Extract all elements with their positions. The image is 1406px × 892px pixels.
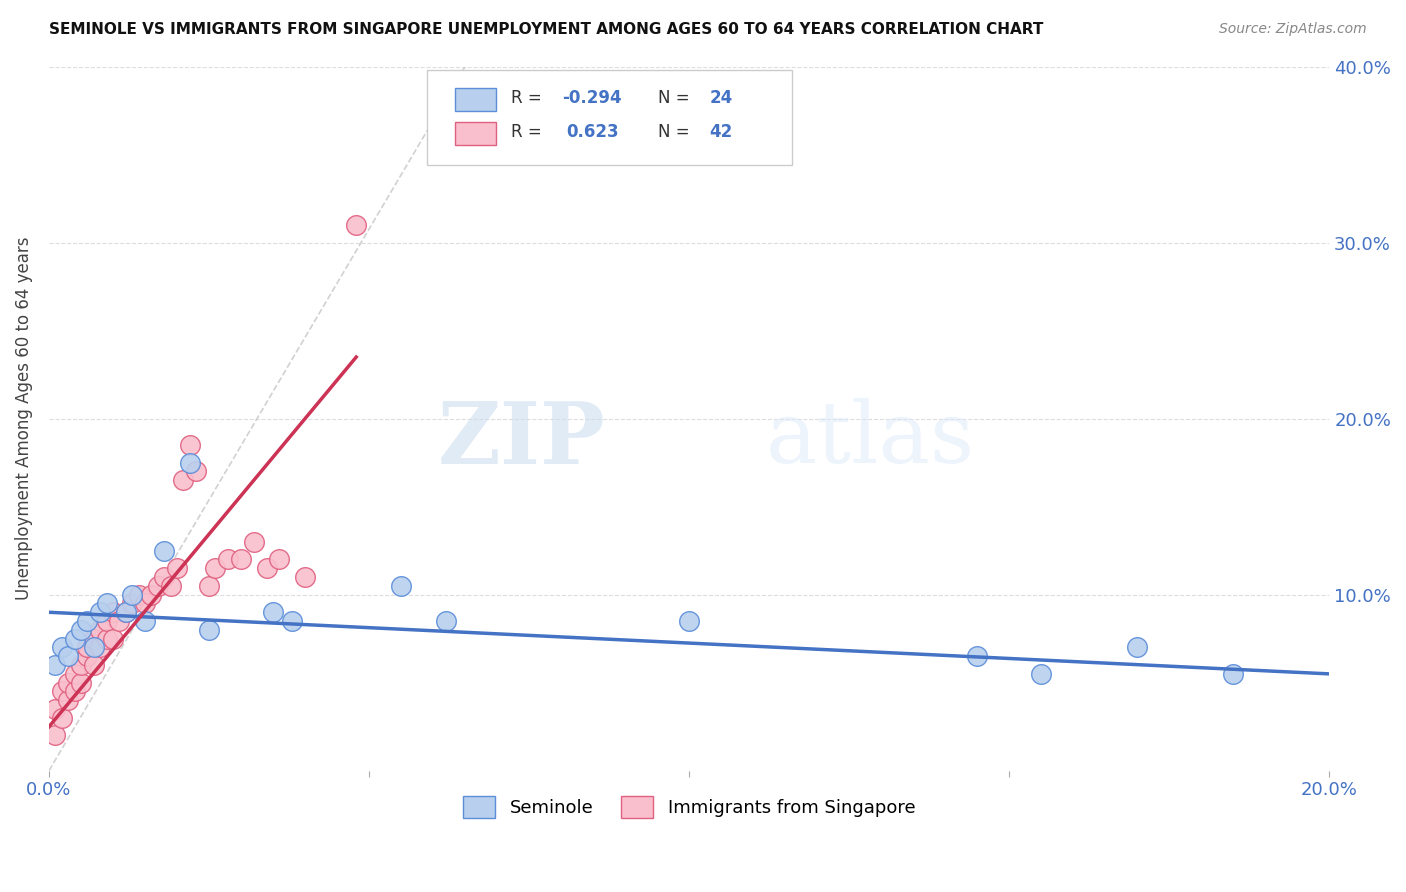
Point xyxy=(96,632,118,646)
Point xyxy=(198,623,221,637)
Point xyxy=(121,588,143,602)
Text: N =: N = xyxy=(658,123,695,141)
Point xyxy=(83,658,105,673)
Point xyxy=(243,534,266,549)
Point xyxy=(108,614,131,628)
Point xyxy=(262,605,284,619)
Point xyxy=(134,614,156,628)
Bar xyxy=(454,88,496,111)
Point xyxy=(44,702,66,716)
Text: -0.294: -0.294 xyxy=(562,89,621,107)
Text: atlas: atlas xyxy=(766,398,974,482)
Point xyxy=(1031,666,1053,681)
Point xyxy=(70,675,93,690)
Point xyxy=(56,675,79,690)
Point xyxy=(172,473,194,487)
Point xyxy=(114,605,136,619)
Point xyxy=(89,640,111,655)
Point xyxy=(44,658,66,673)
Point xyxy=(76,614,98,628)
Point xyxy=(70,658,93,673)
Point xyxy=(63,632,86,646)
Point xyxy=(159,579,181,593)
Point xyxy=(63,684,86,698)
Text: R =: R = xyxy=(512,123,547,141)
Point xyxy=(44,729,66,743)
FancyBboxPatch shape xyxy=(426,70,792,165)
Legend: Seminole, Immigrants from Singapore: Seminole, Immigrants from Singapore xyxy=(456,789,922,825)
Point xyxy=(229,552,252,566)
Text: Source: ZipAtlas.com: Source: ZipAtlas.com xyxy=(1219,22,1367,37)
Point xyxy=(179,456,201,470)
Point xyxy=(1126,640,1149,655)
Point xyxy=(153,570,176,584)
Point xyxy=(198,579,221,593)
Point xyxy=(83,640,105,655)
Point xyxy=(83,632,105,646)
Text: 24: 24 xyxy=(710,89,733,107)
Point xyxy=(70,623,93,637)
Point xyxy=(281,614,304,628)
Point xyxy=(101,605,124,619)
Y-axis label: Unemployment Among Ages 60 to 64 years: Unemployment Among Ages 60 to 64 years xyxy=(15,237,32,600)
Point xyxy=(966,649,988,664)
Point xyxy=(678,614,700,628)
Point xyxy=(51,640,73,655)
Point xyxy=(434,614,457,628)
Point xyxy=(114,605,136,619)
Point xyxy=(204,561,226,575)
Point xyxy=(51,684,73,698)
Text: SEMINOLE VS IMMIGRANTS FROM SINGAPORE UNEMPLOYMENT AMONG AGES 60 TO 64 YEARS COR: SEMINOLE VS IMMIGRANTS FROM SINGAPORE UN… xyxy=(49,22,1043,37)
Point xyxy=(128,588,150,602)
Point xyxy=(134,597,156,611)
Point xyxy=(76,649,98,664)
Point xyxy=(51,711,73,725)
Point xyxy=(294,570,316,584)
Point xyxy=(153,543,176,558)
Point xyxy=(121,597,143,611)
Point xyxy=(146,579,169,593)
Point xyxy=(96,597,118,611)
Point xyxy=(56,693,79,707)
Text: R =: R = xyxy=(512,89,547,107)
Point xyxy=(89,605,111,619)
Point xyxy=(96,614,118,628)
Point xyxy=(256,561,278,575)
Point xyxy=(186,465,208,479)
Point xyxy=(389,579,412,593)
Point xyxy=(166,561,188,575)
Point xyxy=(101,632,124,646)
Bar xyxy=(454,122,496,145)
Point xyxy=(76,640,98,655)
Point xyxy=(179,438,201,452)
Point xyxy=(217,552,239,566)
Point xyxy=(89,623,111,637)
Point xyxy=(56,649,79,664)
Point xyxy=(1222,666,1244,681)
Point xyxy=(141,588,163,602)
Point xyxy=(344,218,367,232)
Text: 0.623: 0.623 xyxy=(567,123,619,141)
Text: 42: 42 xyxy=(710,123,733,141)
Point xyxy=(63,666,86,681)
Text: N =: N = xyxy=(658,89,695,107)
Text: ZIP: ZIP xyxy=(439,398,606,482)
Point xyxy=(269,552,291,566)
